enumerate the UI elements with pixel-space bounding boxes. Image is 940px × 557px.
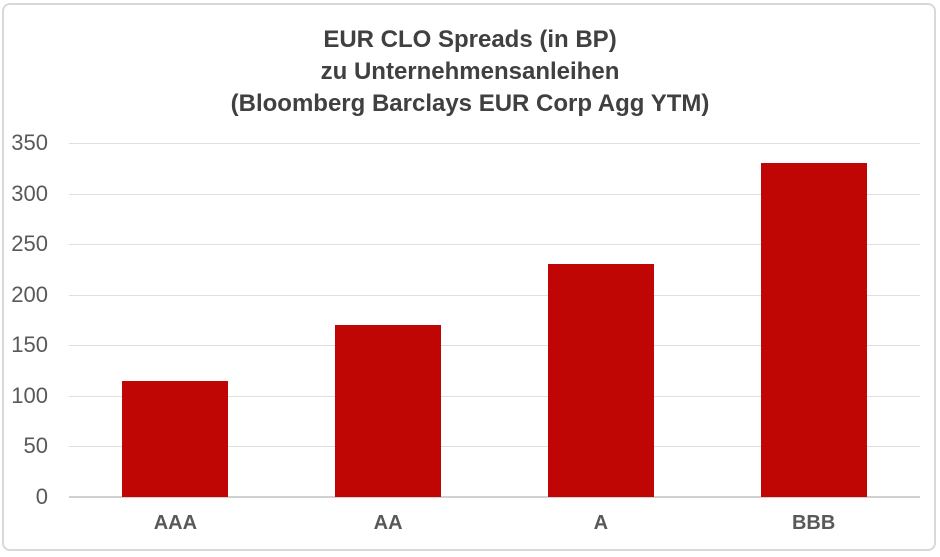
chart-title-line: (Bloomberg Barclays EUR Corp Agg YTM): [230, 90, 710, 117]
bar-aa: [335, 325, 442, 497]
x-axis: AAA AA A BBB: [69, 512, 920, 540]
bar-aaa: [122, 380, 229, 497]
y-axis: 0 50 100 150 200 250 300 350: [0, 130, 48, 509]
gridline: [69, 446, 920, 448]
y-tick-label: 50: [23, 433, 48, 459]
y-tick-label: 100: [11, 382, 48, 408]
y-tick-label: 300: [11, 180, 48, 206]
chart-title-line: zu Unternehmensanleihen: [320, 58, 620, 85]
x-category-label: AA: [373, 512, 403, 534]
gridline: [69, 395, 920, 397]
gridline: [69, 294, 920, 296]
chart-title-line: EUR CLO Spreads (in BP): [323, 26, 617, 53]
gridline: [69, 193, 920, 195]
x-category-label: BBB: [791, 512, 836, 534]
y-tick-label: 0: [35, 484, 48, 509]
gridline: [69, 143, 920, 144]
bar-a: [547, 264, 654, 497]
gridline: [69, 244, 920, 246]
bar-bbb: [760, 163, 867, 497]
x-category-label: A: [593, 512, 609, 534]
x-category-label: AAA: [153, 512, 198, 534]
x-axis-line: [69, 496, 920, 498]
plot-area: [69, 143, 920, 498]
chart-title: EUR CLO Spreads (in BP) zu Unternehmensa…: [0, 24, 940, 120]
y-tick-label: 200: [11, 281, 48, 307]
y-tick-label: 350: [11, 130, 48, 155]
gridline: [69, 345, 920, 347]
y-tick-label: 250: [11, 231, 48, 257]
y-tick-label: 150: [11, 332, 48, 358]
